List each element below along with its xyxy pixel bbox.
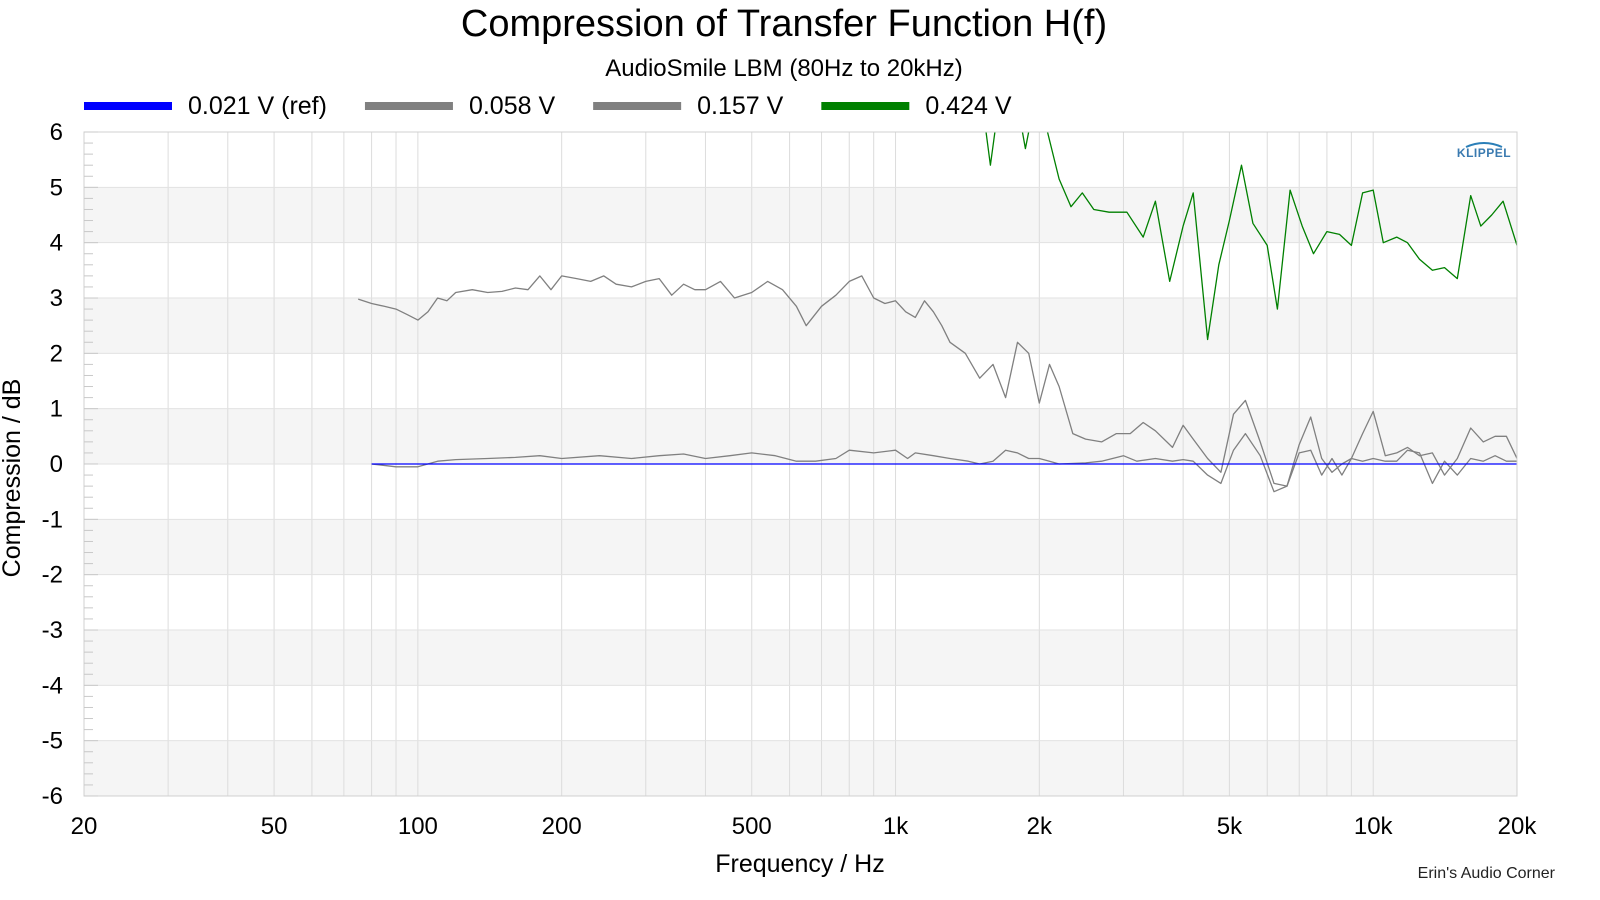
band [84,630,1517,686]
credit-text: Erin's Audio Corner [1418,865,1556,882]
y-tick-label: 2 [50,340,63,367]
x-tick-label: 200 [542,813,582,840]
x-tick-label: 1k [883,813,909,840]
y-tick-label: -3 [42,617,63,644]
band [84,519,1517,575]
band [84,298,1517,354]
y-tick-label: -5 [42,728,63,755]
x-tick-label: 20 [71,813,98,840]
y-axis-label: Compression / dB [0,379,26,578]
y-tick-label: -6 [42,783,63,810]
x-tick-label: 20k [1498,813,1538,840]
legend-label-1: 0.058 V [469,92,556,120]
x-tick-label: 10k [1354,813,1394,840]
y-tick-label: -1 [42,506,63,533]
legend: 0.021 V (ref) 0.058 V 0.157 V 0.424 V [84,92,1012,120]
klippel-watermark: KLIPPEL [1457,146,1511,160]
y-tick-labels: 6 5 4 3 2 1 0 -1 -2 -3 -4 -5 -6 [42,119,63,810]
legend-label-0: 0.021 V (ref) [188,92,327,120]
band [84,408,1517,464]
series-layer [357,132,1517,493]
x-tick-label: 2k [1027,813,1053,840]
y-tick-label: 6 [50,119,63,146]
klippel-logo: KLIPPEL [1457,142,1511,160]
y-tick-label: -2 [42,562,63,589]
y-tick-label: 1 [50,396,63,423]
y-tick-label: 0 [50,451,63,478]
chart-title: Compression of Transfer Function H(f) [461,3,1107,45]
band [84,187,1517,243]
legend-swatch-3 [821,102,910,110]
y-minor-ticks [84,131,98,797]
x-tick-labels: 20 50 100 200 500 1k 2k 5k 10k 20k [71,813,1538,840]
legend-swatch-2 [593,102,682,110]
y-tick-label: 5 [50,174,63,201]
x-tick-label: 500 [732,813,772,840]
chart-subtitle: AudioSmile LBM (80Hz to 20kHz) [605,55,962,82]
legend-label-2: 0.157 V [697,92,784,120]
band [84,740,1517,796]
x-tick-label: 5k [1217,813,1243,840]
y-tick-label: 3 [50,285,63,312]
series-line-3 [985,132,1517,341]
plot-background [84,187,1517,796]
x-tick-label: 50 [261,813,288,840]
x-tick-label: 100 [398,813,438,840]
legend-swatch-0 [84,102,172,110]
y-tick-label: -4 [42,672,63,699]
y-tick-label: 4 [50,230,63,257]
legend-label-3: 0.424 V [925,92,1012,120]
legend-swatch-1 [364,102,453,110]
series-line-2 [357,275,1517,487]
x-axis-label: Frequency / Hz [715,850,885,878]
